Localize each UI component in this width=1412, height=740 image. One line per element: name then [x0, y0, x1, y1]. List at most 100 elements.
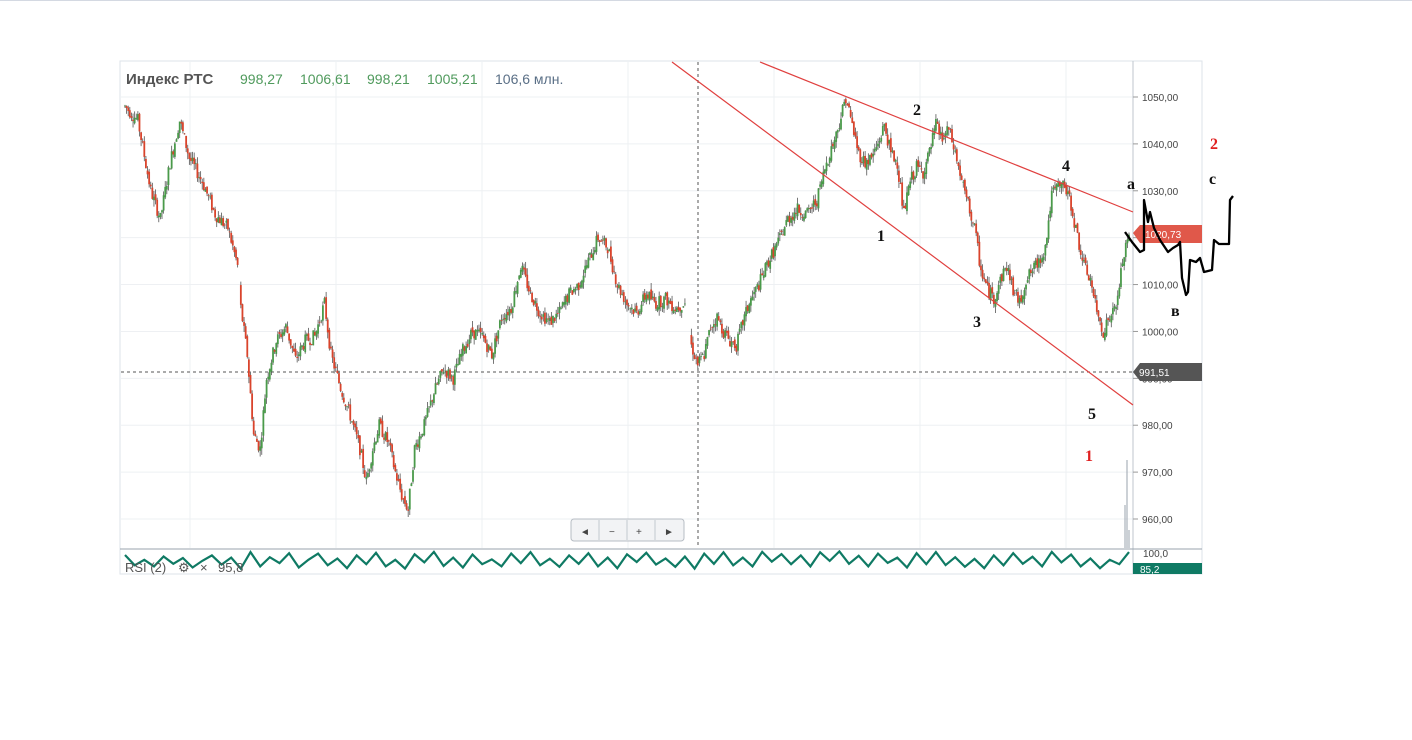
candle-up: [558, 306, 561, 314]
candle-up: [317, 324, 319, 334]
candle-down: [544, 312, 546, 324]
candle-up: [373, 442, 376, 451]
zoom-out-button[interactable]: −: [609, 527, 615, 538]
candle-up: [450, 375, 453, 377]
scroll-left-button[interactable]: ◄: [580, 527, 590, 538]
candle-down: [577, 282, 580, 291]
candle-down: [219, 217, 221, 224]
candle-down: [1029, 269, 1032, 274]
scroll-right-button[interactable]: ►: [664, 527, 674, 538]
candle-down: [912, 171, 915, 180]
candle-down: [972, 222, 974, 224]
candle-down: [507, 311, 509, 316]
candle-down: [809, 208, 812, 210]
candle-up: [177, 132, 179, 139]
candle-down: [791, 216, 794, 220]
wave-label-3: 3: [973, 314, 981, 331]
candle-down: [416, 444, 419, 447]
candle-up: [301, 345, 303, 348]
candle-down: [233, 246, 236, 253]
candle-down: [293, 348, 295, 352]
candle-up: [656, 307, 659, 311]
candle-up: [439, 371, 442, 378]
candle-up: [1021, 296, 1024, 303]
candle-down: [193, 157, 196, 165]
candle-up: [410, 483, 413, 487]
candle-down: [386, 432, 389, 442]
candle-down: [223, 224, 226, 226]
candle-down: [902, 206, 905, 208]
candle-up: [576, 284, 579, 289]
candle-down: [626, 299, 628, 306]
candle-down: [489, 346, 492, 351]
candle-up: [494, 338, 496, 354]
candle-up: [165, 185, 168, 190]
candle-down: [848, 103, 850, 108]
candle-up: [603, 237, 606, 241]
rsi-value: 95,8: [218, 560, 243, 575]
candle-up: [371, 451, 374, 466]
candle-down: [967, 196, 970, 199]
candle-down: [1079, 249, 1082, 255]
candle-down: [991, 287, 994, 294]
candle-down: [140, 132, 142, 140]
candle-up: [786, 216, 789, 222]
candle-up: [748, 304, 751, 314]
candle-up: [561, 302, 564, 307]
candle-up: [481, 332, 484, 335]
candle-up: [444, 370, 447, 372]
candle-up: [267, 376, 270, 380]
candle-down: [206, 186, 208, 194]
candle-down: [445, 371, 448, 378]
high-value: 1006,61: [300, 71, 351, 87]
candle-down: [635, 305, 638, 311]
candle-down: [338, 373, 340, 384]
candle-down: [141, 141, 144, 143]
candle-down: [735, 345, 738, 352]
candle-down: [547, 318, 550, 320]
zoom-in-button[interactable]: +: [636, 527, 642, 538]
candle-up: [769, 260, 772, 269]
candle-down: [1012, 277, 1015, 296]
candle-up: [133, 117, 136, 124]
candle-up: [825, 162, 828, 172]
candle-down: [239, 285, 242, 305]
candle-down: [674, 309, 677, 311]
candle-down: [719, 320, 722, 323]
candle-down: [288, 333, 291, 341]
candle-up: [827, 164, 830, 166]
candle-up: [434, 383, 437, 395]
candle-down: [325, 297, 328, 319]
candle-up: [276, 334, 279, 345]
wave-label-2: 2: [913, 102, 921, 119]
candle-down: [643, 292, 646, 300]
candle-down: [922, 171, 924, 179]
candle-down: [1095, 300, 1098, 312]
candle-up: [1115, 307, 1118, 310]
candle-down: [243, 321, 245, 326]
candle-down: [955, 149, 958, 162]
candle-up: [1050, 190, 1053, 214]
candle-up: [560, 307, 562, 309]
candle-down: [849, 109, 852, 117]
candle-down: [363, 470, 366, 478]
candle-up: [1002, 268, 1005, 282]
candle-up: [869, 155, 871, 165]
candle-down: [951, 129, 953, 143]
candle-down: [597, 234, 599, 241]
candle-down: [780, 230, 783, 232]
rsi-remove-icon[interactable]: ×: [200, 560, 208, 575]
candle-down: [893, 150, 895, 162]
candle-up: [880, 137, 883, 142]
candle-up: [465, 346, 468, 354]
candle-down: [127, 107, 130, 112]
rsi-settings-icon[interactable]: ⚙: [178, 560, 190, 575]
candle-up: [478, 329, 480, 332]
price-tick-label: 960,00: [1142, 515, 1173, 526]
candle-down: [397, 479, 400, 481]
candle-down: [886, 134, 889, 146]
candle-up: [745, 307, 747, 317]
candle-down: [145, 158, 147, 169]
candle-down: [383, 437, 385, 440]
candle-up: [424, 416, 427, 420]
